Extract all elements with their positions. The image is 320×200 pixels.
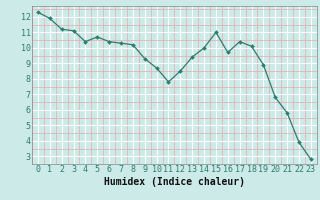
X-axis label: Humidex (Indice chaleur): Humidex (Indice chaleur) [104,177,245,187]
